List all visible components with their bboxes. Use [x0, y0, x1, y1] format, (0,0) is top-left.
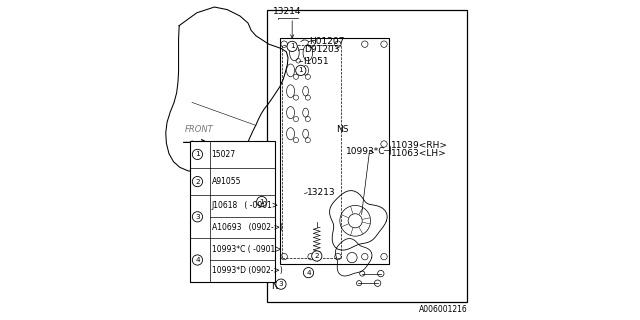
Bar: [268, 10, 467, 302]
Text: 10993*C ( -0901>: 10993*C ( -0901>: [211, 245, 281, 254]
Text: 4: 4: [195, 257, 200, 263]
Text: H01207: H01207: [310, 37, 345, 46]
Text: A10693   (0902->): A10693 (0902->): [211, 223, 282, 232]
Text: 13214: 13214: [273, 7, 301, 16]
Text: 1: 1: [298, 68, 303, 73]
Text: 2: 2: [195, 179, 200, 185]
Text: 11063<LH>: 11063<LH>: [391, 149, 447, 158]
Text: 15027: 15027: [211, 150, 236, 159]
Text: 3: 3: [195, 214, 200, 220]
Text: 13213: 13213: [307, 188, 335, 197]
Circle shape: [192, 176, 202, 187]
Bar: [191, 141, 275, 282]
Bar: [282, 45, 341, 258]
Text: 1: 1: [195, 151, 200, 157]
Text: 4: 4: [306, 270, 311, 276]
Text: NS: NS: [336, 125, 349, 134]
Text: FRONT: FRONT: [185, 125, 214, 134]
Text: 10993*D (0902->): 10993*D (0902->): [211, 266, 282, 275]
Text: 1: 1: [290, 44, 294, 49]
Circle shape: [312, 251, 322, 261]
Circle shape: [296, 65, 306, 76]
Text: A91055: A91055: [211, 177, 241, 186]
Text: A006001216: A006001216: [419, 305, 468, 314]
Text: 3: 3: [278, 281, 284, 287]
Text: D91203: D91203: [304, 45, 339, 54]
Circle shape: [276, 279, 286, 289]
Text: 10993*C: 10993*C: [346, 147, 385, 156]
Circle shape: [192, 212, 202, 222]
Text: 1: 1: [259, 199, 264, 204]
Text: J10618   ( -0901>: J10618 ( -0901>: [211, 202, 278, 211]
Text: 2: 2: [314, 253, 319, 259]
Text: 11039<RH>: 11039<RH>: [391, 141, 448, 150]
Circle shape: [287, 41, 297, 52]
Text: I1051: I1051: [303, 57, 329, 66]
Text: I1051: I1051: [211, 196, 237, 204]
Circle shape: [257, 196, 267, 207]
Circle shape: [303, 268, 314, 278]
Circle shape: [192, 255, 202, 265]
Bar: [280, 38, 389, 264]
Circle shape: [192, 149, 202, 159]
Text: NS: NS: [271, 282, 284, 291]
